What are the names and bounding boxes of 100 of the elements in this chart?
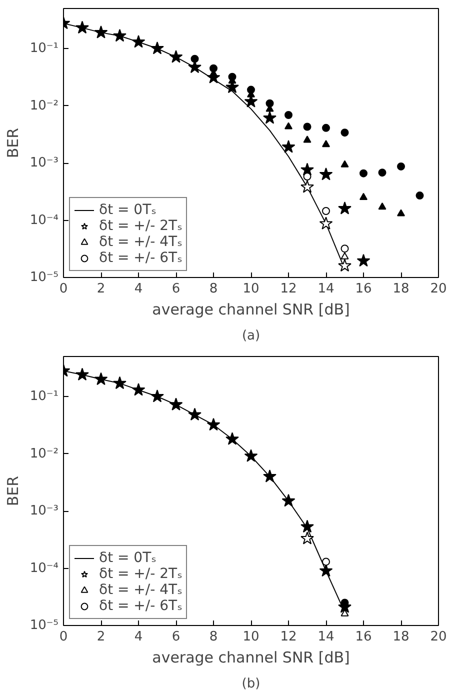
x-tick-label: 10: [242, 630, 260, 644]
point: [263, 470, 276, 482]
point: [322, 558, 330, 566]
point: [322, 124, 330, 132]
point: [416, 192, 424, 200]
x-tick-label: 18: [392, 630, 410, 644]
x-tick-label: 14: [318, 630, 334, 644]
y-tick-label: 10⁻³: [30, 504, 59, 519]
x-tick-label: 6: [172, 630, 180, 644]
x-tick-label: 4: [134, 630, 143, 644]
point: [338, 202, 352, 214]
point: [319, 564, 333, 577]
legend-label: δt = +/- 6Tₛ: [99, 598, 182, 614]
point: [263, 111, 276, 124]
point: [319, 167, 333, 180]
legend-label: δt = +/- 6Tₛ: [99, 250, 182, 266]
x-tick-label: 0: [59, 282, 68, 296]
point: [356, 254, 370, 267]
x-tick-label: 16: [355, 282, 372, 296]
x-tick-label: 8: [209, 282, 218, 296]
point: [378, 168, 386, 177]
point: [150, 390, 164, 402]
point: [210, 64, 218, 72]
point: [303, 136, 312, 143]
x-tick-label: 8: [209, 630, 218, 644]
x-tick-label: 6: [172, 282, 180, 296]
point: [338, 258, 352, 272]
point: [322, 207, 330, 216]
point: [378, 202, 386, 210]
point: [244, 449, 258, 462]
point: [282, 140, 296, 153]
point: [94, 26, 108, 38]
point: [340, 160, 349, 168]
point: [319, 216, 333, 230]
x-tick-label: 2: [96, 282, 106, 296]
x-tick-label: 10: [242, 282, 260, 296]
y-axis-title: BER: [4, 128, 22, 158]
point: [300, 180, 314, 193]
point: [397, 162, 405, 170]
point: [94, 372, 108, 386]
legend-label: δt = +/- 2Tₛ: [99, 566, 182, 582]
point: [360, 169, 368, 178]
point: [284, 110, 292, 119]
point: [303, 122, 312, 131]
y-tick-label: 10⁻⁵: [30, 270, 59, 285]
point: [340, 244, 349, 253]
point: [300, 520, 314, 533]
point: [228, 72, 236, 81]
y-axis-title: BER: [4, 476, 22, 506]
point: [132, 382, 146, 396]
y-tick-label: 10⁻⁵: [30, 618, 59, 633]
point: [303, 172, 312, 181]
x-tick-label: 12: [280, 282, 297, 296]
legend-label: δt = +/- 2Tₛ: [99, 218, 182, 234]
legend-label: δt = 0Tₛ: [99, 550, 156, 566]
point: [340, 609, 349, 616]
legend-label: δt = +/- 4Tₛ: [99, 234, 182, 250]
y-tick-label: 10⁻²: [30, 98, 59, 114]
text: (a): [242, 328, 260, 344]
point: [322, 140, 330, 148]
point: [282, 494, 296, 507]
y-tick-label: 10⁻³: [30, 156, 59, 171]
point: [188, 408, 202, 421]
x-tick-label: 2: [96, 630, 106, 644]
x-tick-label: 12: [280, 630, 297, 644]
point: [113, 376, 126, 390]
point: [76, 368, 89, 381]
point: [300, 532, 314, 544]
legend-label: δt = 0Tₛ: [99, 202, 156, 218]
text: (b): [242, 676, 260, 692]
point: [266, 99, 274, 108]
point: [132, 34, 146, 48]
y-tick-label: 10⁻¹: [30, 41, 59, 56]
point: [206, 418, 220, 431]
x-tick-label: 0: [59, 630, 68, 644]
x-axis-title: average channel SNR [dB]: [152, 300, 350, 318]
point: [340, 128, 349, 137]
y-tick-label: 10⁻⁴: [30, 212, 59, 228]
point: [360, 192, 368, 200]
point: [397, 209, 405, 216]
point: [169, 50, 183, 63]
x-tick-label: 18: [392, 282, 410, 296]
point: [340, 252, 349, 260]
x-tick-label: 16: [355, 630, 372, 644]
point: [169, 398, 183, 410]
point: [113, 28, 126, 42]
legend-label: δt = +/- 4Tₛ: [99, 582, 182, 598]
y-tick-label: 10⁻⁴: [30, 560, 59, 576]
x-tick-label: 20: [430, 282, 447, 296]
point: [247, 86, 255, 94]
point: [226, 432, 239, 445]
point: [190, 54, 199, 63]
x-tick-label: 20: [430, 630, 447, 644]
point: [284, 122, 292, 130]
point: [150, 42, 164, 54]
point: [76, 20, 89, 34]
y-tick-label: 10⁻¹: [30, 389, 59, 404]
x-tick-label: 4: [134, 282, 143, 296]
x-tick-label: 14: [318, 282, 334, 296]
y-tick-label: 10⁻²: [30, 446, 59, 462]
